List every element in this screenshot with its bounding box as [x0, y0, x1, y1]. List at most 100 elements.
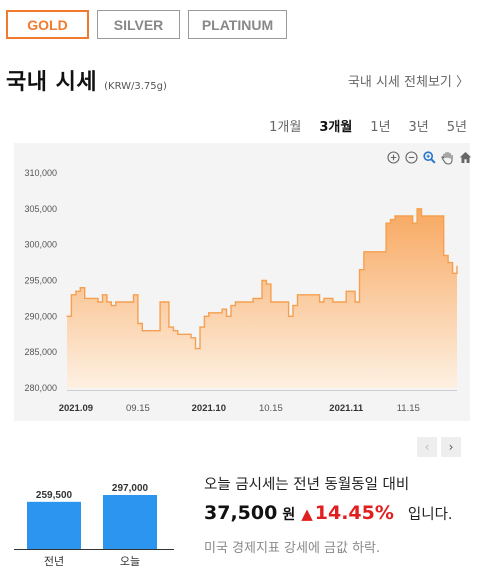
price-point — [110, 304, 112, 307]
tab-gold[interactable]: GOLD — [6, 10, 89, 39]
price-point — [332, 301, 334, 303]
price-point — [252, 297, 254, 300]
y-tick-label: 310,000 — [24, 168, 57, 178]
price-point — [146, 330, 148, 332]
tab-platinum[interactable]: PLATINUM — [188, 10, 287, 39]
price-point — [106, 301, 108, 303]
price-point — [354, 301, 356, 303]
title-row: 국내 시세 (KRW/3.75g) — [6, 64, 167, 96]
price-point — [203, 315, 205, 317]
price-point — [172, 330, 174, 332]
x-tick-label: 2021.10 — [192, 403, 226, 414]
price-point — [301, 294, 303, 296]
change-amount: 37,500 — [204, 502, 278, 524]
price-point — [261, 279, 263, 282]
price-point — [283, 301, 285, 303]
period-5y[interactable]: 5년 — [446, 120, 467, 135]
price-point — [97, 301, 99, 303]
price-point — [416, 208, 418, 210]
x-tick-label: 11.15 — [397, 403, 420, 414]
price-point — [296, 294, 299, 296]
unit-label: (KRW/3.75g) — [104, 81, 167, 92]
price-point — [314, 294, 316, 296]
price-point — [287, 315, 290, 317]
prev-button[interactable]: ‹ — [417, 437, 437, 457]
market-note: 미국 경제지표 강세에 금값 하락. — [204, 541, 381, 556]
currency-label: 원 — [282, 507, 296, 523]
price-point — [412, 222, 414, 224]
price-point — [292, 304, 294, 307]
price-point — [456, 265, 458, 267]
price-point — [376, 251, 378, 253]
price-point — [115, 301, 117, 303]
price-point — [137, 322, 139, 325]
price-point — [190, 337, 192, 339]
price-point — [265, 283, 268, 285]
view-all-link[interactable]: 국내 시세 전체보기 〉 — [347, 75, 469, 90]
change-percent: 14.45% — [314, 502, 394, 524]
compare-bar — [27, 501, 81, 549]
price-point — [75, 290, 77, 292]
page-title: 국내 시세 — [6, 70, 98, 95]
price-chart[interactable]: 280,000 285,000 290,000 295,000 300,000 305,0… — [14, 143, 470, 421]
summary-block: 오늘 금시세는 전년 동월동일 대비 37,500 원 ▲ 14.45% 입니다… — [204, 473, 453, 556]
price-point — [345, 290, 347, 292]
price-point — [79, 287, 81, 289]
x-tick-label: 09.15 — [126, 403, 150, 414]
price-point — [199, 326, 201, 328]
bar-category-label: 전년 — [44, 555, 64, 568]
price-point — [132, 294, 135, 296]
next-button[interactable]: › — [441, 437, 461, 457]
price-point — [389, 218, 392, 221]
period-1m[interactable]: 1개월 — [269, 120, 302, 135]
period-3m[interactable]: 3개월 — [319, 120, 353, 135]
metal-tabs: GOLD SILVER PLATINUM — [6, 10, 287, 39]
y-tick-label: 295,000 — [24, 276, 57, 286]
x-tick-label: 2021.11 — [329, 403, 364, 414]
chart-panel: 280,000 285,000 290,000 295,000 300,000 305,0… — [14, 143, 470, 421]
price-point — [323, 297, 325, 300]
tab-silver[interactable]: SILVER — [97, 10, 180, 39]
period-1y[interactable]: 1년 — [370, 120, 391, 135]
price-point — [385, 222, 387, 224]
compare-bar — [103, 495, 157, 549]
price-point — [84, 297, 86, 300]
price-point — [319, 301, 321, 303]
chart-toolbar — [386, 150, 473, 165]
year-compare-chart: 259,500 전년 297,000 오늘 — [14, 483, 174, 568]
price-point — [159, 301, 161, 303]
price-point — [177, 333, 179, 335]
price-point — [70, 294, 73, 296]
price-point — [234, 301, 237, 303]
bar-value-label: 297,000 — [112, 483, 149, 494]
summary-suffix: 입니다. — [407, 507, 453, 523]
price-point — [66, 315, 68, 317]
price-point — [394, 215, 396, 217]
period-3y[interactable]: 3년 — [408, 120, 429, 135]
price-point — [451, 272, 454, 274]
price-point — [443, 254, 445, 257]
price-point — [381, 251, 383, 253]
home-icon[interactable] — [458, 150, 473, 165]
pan-hand-icon[interactable] — [440, 150, 455, 165]
period-selector: 1개월 3개월 1년 3년 5년 — [251, 116, 467, 135]
price-point — [407, 215, 409, 217]
chart-pager: ‹ › — [417, 437, 461, 457]
price-point — [239, 301, 241, 303]
price-point — [101, 294, 104, 296]
price-point — [225, 315, 228, 317]
price-point — [221, 308, 223, 310]
zoom-out-icon[interactable] — [404, 150, 419, 165]
price-point — [425, 215, 427, 217]
price-point — [128, 301, 130, 303]
y-tick-label: 285,000 — [24, 347, 57, 357]
price-point — [447, 261, 449, 264]
price-point — [141, 330, 143, 332]
zoom-in-icon[interactable] — [386, 150, 401, 165]
price-point — [163, 301, 166, 303]
change-row: 37,500 원 ▲ 14.45% 입니다. — [204, 502, 453, 524]
y-tick-label: 280,000 — [24, 383, 57, 393]
y-tick-label: 290,000 — [24, 311, 57, 321]
magnify-icon[interactable] — [422, 150, 437, 165]
price-point — [230, 304, 232, 307]
